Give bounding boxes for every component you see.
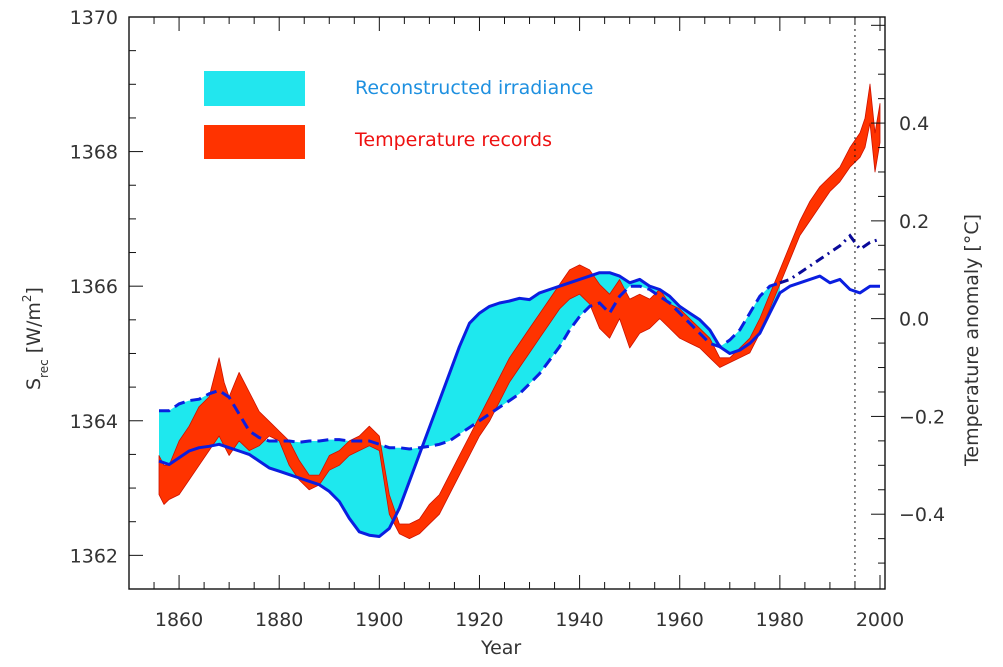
x-tick-label: 2000 [856,609,904,631]
y-left-title-unit-close: ] [23,287,45,294]
legend-swatch-temperature [204,125,305,159]
irradiance-solid-line [158,271,880,538]
irradiance-band [159,272,780,537]
x-tick-label: 1860 [155,609,203,631]
y-left-title-symbol: S [23,378,45,390]
legend-label-temperature: Temperature records [354,129,552,151]
y-left-title-unit-sup: 2 [20,294,34,302]
irradiance-dashdot-line [779,233,881,285]
irradiance-dashed-line [159,281,781,451]
x-axis-title: Year [480,637,521,659]
x-tick-label: 1980 [756,609,804,631]
legend-label-irradiance: Reconstructed irradiance [355,77,593,99]
x-tick-label: 1900 [355,609,403,631]
y-left-tick-label: 1364 [70,411,118,433]
legend-swatch-irradiance [204,71,305,106]
axes: 1860 1880 1900 1920 1940 1960 1980 2000 1362 1364… [70,7,946,631]
svg-text:Srec [W/m2]: Srec [W/m2] [20,287,51,390]
y-right-axis-title: Temperature anomaly [°C] [961,214,983,467]
y-right-tick-label: −0.2 [899,406,945,428]
y-left-title-unit: [W/m [23,302,45,353]
legend: Reconstructed irradiance Temperature rec… [204,71,593,159]
x-tick-label: 1880 [255,609,303,631]
plot-frame [128,16,886,590]
y-left-tick-label: 1362 [70,545,118,567]
y-left-tick-label: 1366 [70,276,118,298]
x-tick-label: 1920 [455,609,503,631]
y-left-tick-label: 1370 [70,7,118,29]
y-left-title-sub: rec [37,359,51,378]
x-tick-label: 1960 [656,609,704,631]
y-left-axis-title: Srec [W/m2] [20,287,51,390]
x-tick-label: 1940 [555,609,603,631]
y-right-tick-label: −0.4 [899,504,945,526]
y-right-tick-label: 0.2 [899,211,929,233]
y-right-tick-label: 0.0 [899,309,929,331]
plot-area [158,17,881,589]
y-right-tick-label: 0.4 [899,113,929,135]
y-left-tick-label: 1368 [70,142,118,164]
